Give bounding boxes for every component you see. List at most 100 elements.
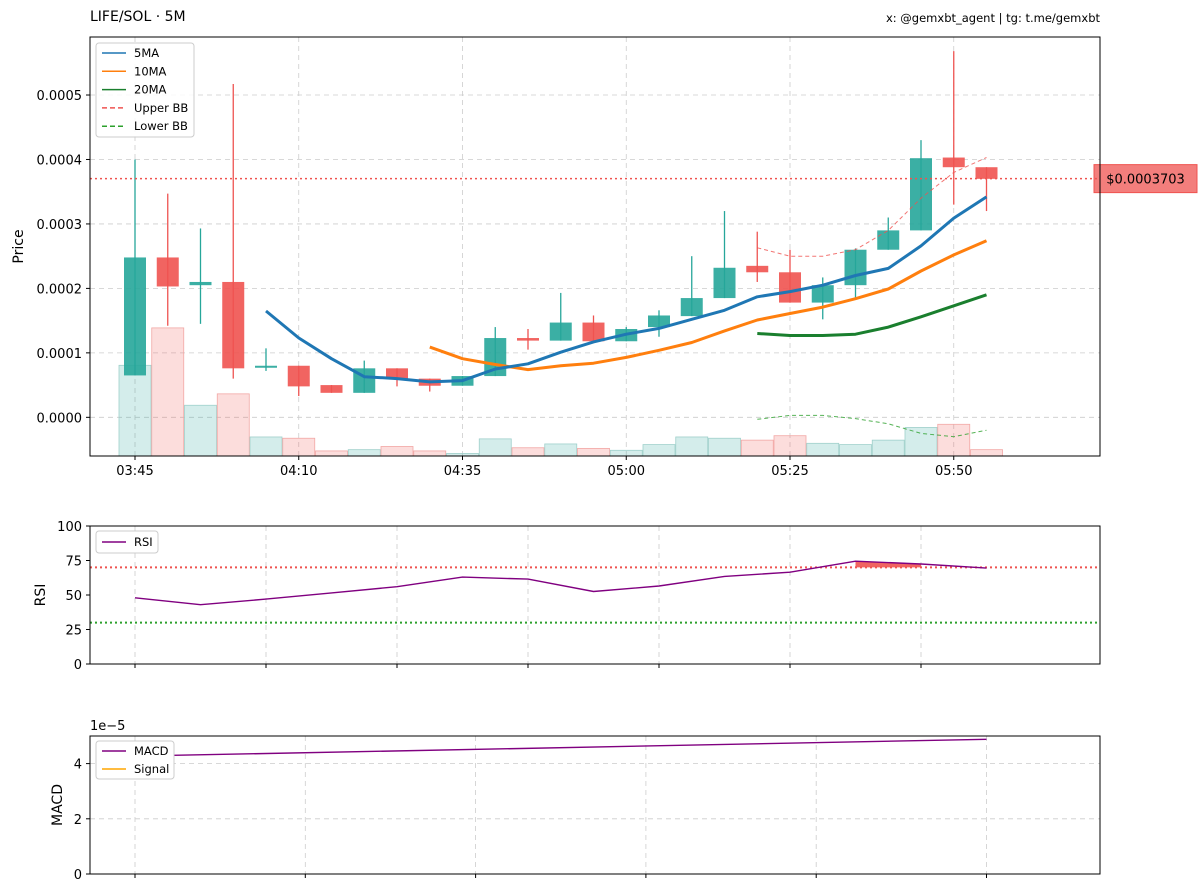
candle-body — [779, 272, 801, 303]
candle-body — [877, 230, 900, 250]
volume-bar — [773, 435, 807, 457]
volume-bar — [871, 439, 905, 457]
legend-label: MACD — [134, 744, 169, 758]
volume-bar — [806, 442, 840, 457]
rsi-grid — [86, 525, 922, 668]
rsi-frame — [89, 525, 1101, 665]
volume-bar — [216, 393, 250, 457]
lower-bb-line — [757, 414, 987, 438]
price-xtick-label: 03:45 — [116, 464, 153, 479]
ma20-line — [757, 293, 987, 337]
volume-bar — [315, 450, 348, 457]
volume-bar — [708, 437, 741, 457]
price-ytick-label: 0.0000 — [37, 411, 83, 426]
volume-bar — [740, 439, 774, 457]
candle-body — [156, 257, 179, 287]
legend-label: Signal — [134, 762, 169, 776]
volume-bar — [511, 447, 545, 457]
rsi-ytick-label: 75 — [65, 555, 82, 570]
current-price-tag — [1093, 164, 1198, 194]
candle-body — [746, 265, 769, 273]
macd-ylabel: MACD — [50, 784, 66, 826]
chart-title: LIFE/SOL · 5M — [90, 9, 186, 25]
legend-label: 20MA — [134, 83, 167, 97]
price-ytick-label: 0.0002 — [37, 282, 83, 297]
macd-legend: MACD Signal — [95, 740, 175, 780]
credit-text: x: @gemxbt_agent | tg: t.me/gemxbt — [885, 11, 1100, 25]
volume-bar — [544, 443, 578, 457]
price-ytick-label: 0.0004 — [37, 153, 83, 168]
volume-bar — [151, 327, 185, 457]
volume-bar — [609, 449, 643, 457]
legend-label: Upper BB — [134, 101, 188, 115]
volume-bar — [413, 450, 447, 457]
macd-ytick-label: 4 — [74, 758, 82, 773]
volume-bar — [249, 436, 283, 457]
candle-body — [811, 285, 834, 303]
legend-label: RSI — [134, 535, 153, 549]
rsi-line — [134, 560, 987, 606]
legend-box — [95, 530, 159, 554]
candle-body — [582, 322, 605, 342]
volume-bar — [282, 437, 316, 457]
candle-body — [549, 322, 572, 341]
candle-body — [910, 158, 932, 231]
volume-bar — [642, 444, 676, 457]
legend-label: 10MA — [134, 64, 167, 78]
candle-body — [287, 365, 310, 387]
price-frame — [89, 36, 1101, 457]
volume-bar — [347, 449, 381, 457]
macd-grid — [86, 736, 1100, 878]
price-ytick-label: 0.0001 — [37, 347, 83, 362]
price-ylabel: Price — [11, 229, 27, 263]
volume-bar — [118, 364, 152, 457]
rsi-ytick-label: 50 — [65, 589, 82, 604]
price-xtick-label: 05:25 — [771, 464, 808, 479]
candle-body — [517, 338, 539, 341]
candle-body — [386, 368, 408, 379]
candle-body — [942, 157, 965, 168]
rsi-ytick-label: 0 — [74, 658, 82, 673]
candle-body — [975, 167, 998, 179]
volume-bar — [675, 436, 709, 457]
macd-scale-label: 1e−5 — [90, 719, 125, 734]
price-xtick-label: 04:35 — [444, 464, 481, 479]
ma5-line — [265, 195, 988, 384]
legend-label: 5MA — [134, 46, 159, 60]
candle-body — [844, 249, 867, 286]
macd-line — [134, 738, 987, 757]
upper-bb-line — [757, 157, 987, 257]
candle-body — [680, 298, 703, 317]
rsi-ytick-label: 25 — [65, 624, 82, 639]
candle-body — [189, 281, 212, 286]
macd-ytick-label: 2 — [74, 813, 82, 828]
candle-body — [124, 257, 146, 376]
volume-bar — [577, 447, 610, 457]
candle-body — [255, 365, 277, 368]
rsi-overbought-fill — [855, 561, 921, 568]
ma10-line — [429, 239, 988, 372]
price-ytick-label: 0.0003 — [37, 218, 83, 233]
volume-bar — [478, 438, 512, 457]
legend-box — [95, 42, 195, 138]
price-xtick-label: 04:10 — [280, 464, 317, 479]
rsi-ylabel: RSI — [33, 584, 49, 607]
candle-body — [713, 267, 736, 299]
macd-frame — [89, 735, 1101, 875]
volume-bar — [839, 444, 872, 457]
price-legend: 5MA 10MA 20MA Upper BB Lower BB — [95, 42, 195, 138]
volume-bar — [904, 427, 938, 457]
volume-bar — [184, 404, 217, 457]
volume-bar — [970, 449, 1003, 457]
macd-ytick-label: 0 — [74, 868, 82, 883]
candle-body — [320, 385, 343, 393]
price-ytick-label: 0.0005 — [37, 89, 83, 104]
price-xtick-label: 05:00 — [608, 464, 645, 479]
volume-bar — [380, 446, 414, 457]
candle-body — [648, 315, 670, 328]
rsi-ytick-label: 100 — [57, 520, 82, 535]
candle-body — [222, 281, 245, 369]
current-price-label: $0.0003703 — [1106, 173, 1185, 188]
volume-bar — [937, 423, 971, 457]
